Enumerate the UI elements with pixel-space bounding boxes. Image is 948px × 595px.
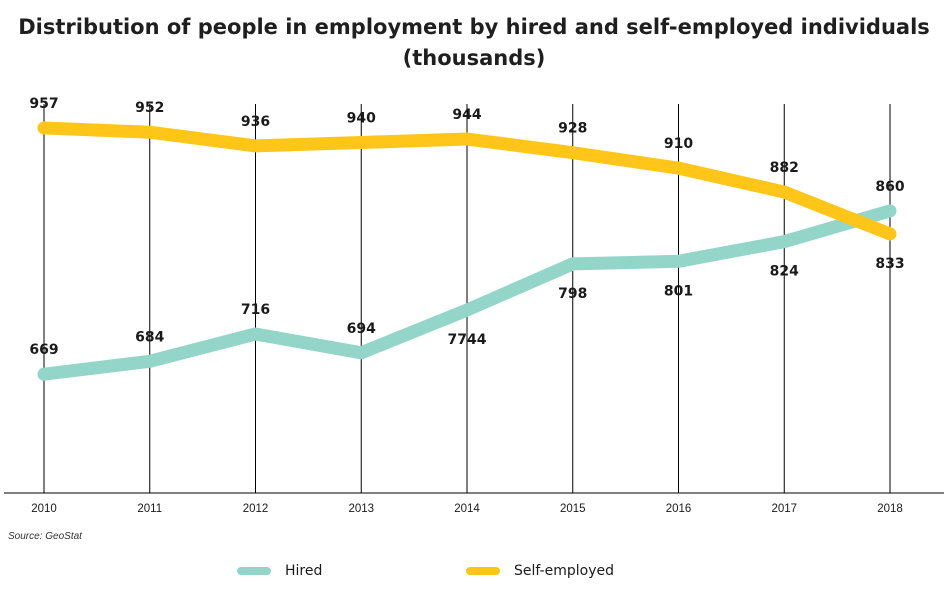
data-label-hired: 716 <box>241 302 270 318</box>
x-tick-label: 2018 <box>877 503 903 515</box>
legend-swatch-self-employed <box>466 567 500 575</box>
data-label-self-employed: 910 <box>664 136 693 152</box>
data-label-hired: 860 <box>875 179 904 195</box>
data-label-hired: 669 <box>29 342 58 358</box>
legend-swatch-hired <box>237 567 271 575</box>
x-tick-labels: 2010 2011 2012 2013 2014 2015 2016 2017 2018 <box>31 503 903 515</box>
x-tick-label: 2014 <box>454 503 480 515</box>
data-label-hired: 798 <box>558 286 587 302</box>
x-tick-label: 2011 <box>137 503 162 515</box>
x-tick-label: 2010 <box>31 503 57 515</box>
source-note: Source: GeoStat <box>8 531 82 542</box>
legend-item-self-employed: Self-employed <box>466 561 614 581</box>
series-line-hired <box>37 204 897 381</box>
chart-title: Distribution of people in employment by … <box>0 12 948 74</box>
data-label-self-employed: 928 <box>558 121 587 137</box>
x-tick-label: 2012 <box>243 503 269 515</box>
chart-title-line1: Distribution of people in employment by … <box>18 15 930 39</box>
x-tick-label: 2016 <box>666 503 692 515</box>
data-label-self-employed: 882 <box>770 160 799 176</box>
data-label-self-employed: 833 <box>875 256 904 272</box>
grid-lines <box>43 104 891 493</box>
data-label-hired: 824 <box>770 264 799 280</box>
data-label-hired: 7744 <box>448 332 487 348</box>
x-tick-label: 2013 <box>348 503 374 515</box>
data-label-hired: 694 <box>347 321 376 337</box>
data-label-self-employed: 940 <box>347 110 376 126</box>
legend-item-hired: Hired <box>237 561 322 581</box>
legend-label-hired: Hired <box>285 563 323 579</box>
x-tick-label: 2017 <box>771 503 797 515</box>
chart-title-line2: (thousands) <box>402 46 546 70</box>
legend-label-self-employed: Self-employed <box>514 563 614 579</box>
data-labels: 669 684 716 694 7744 798 801 824 860 957 952 936 940… <box>29 96 904 358</box>
series-lines <box>37 121 897 381</box>
data-label-self-employed: 957 <box>29 96 58 112</box>
data-label-hired: 801 <box>664 283 693 299</box>
data-label-self-employed: 952 <box>135 100 164 116</box>
data-label-hired: 684 <box>135 329 164 345</box>
data-label-self-employed: 944 <box>452 107 481 123</box>
data-label-self-employed: 936 <box>241 114 270 130</box>
x-tick-label: 2015 <box>560 503 586 515</box>
series-line-self-employed <box>37 121 897 241</box>
